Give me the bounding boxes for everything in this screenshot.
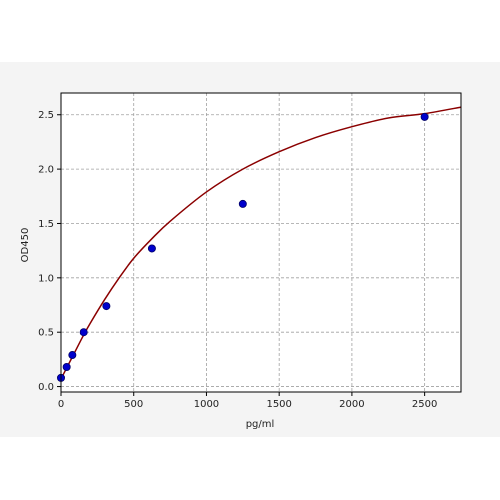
y-axis-ticks: 0.0 0.5 1.0 1.5 2.0 2.5 <box>38 110 61 393</box>
y-tick-label: 1.5 <box>38 219 54 230</box>
x-tick-label: 2500 <box>412 399 437 410</box>
data-point <box>238 199 247 208</box>
y-tick-label: 0.5 <box>38 328 54 339</box>
data-point <box>420 112 429 121</box>
y-tick-label: 0.0 <box>38 382 54 393</box>
data-point <box>62 362 71 371</box>
data-point <box>147 244 156 253</box>
plot-frame <box>60 92 462 393</box>
data-point <box>79 328 88 337</box>
x-tick-label: 2000 <box>339 399 364 410</box>
y-tick-label: 2.0 <box>38 165 54 176</box>
y-tick-label: 2.5 <box>38 110 54 121</box>
fit-curve-group <box>60 106 462 380</box>
x-tick-label: 0 <box>58 399 64 410</box>
plot-area <box>61 93 461 392</box>
y-axis-label: OD450 <box>20 228 31 263</box>
x-axis-ticks: 0 500 1000 1500 2000 2500 <box>58 392 437 410</box>
data-points <box>57 112 429 382</box>
fit-curve <box>60 106 462 380</box>
data-point <box>102 302 111 311</box>
x-axis-label: pg/ml <box>246 419 275 430</box>
x-tick-label: 1500 <box>266 399 291 410</box>
grid <box>60 93 461 392</box>
y-tick-label: 1.0 <box>38 273 54 284</box>
x-tick-label: 500 <box>124 399 143 410</box>
data-point <box>68 351 77 360</box>
x-tick-label: 1000 <box>194 399 219 410</box>
